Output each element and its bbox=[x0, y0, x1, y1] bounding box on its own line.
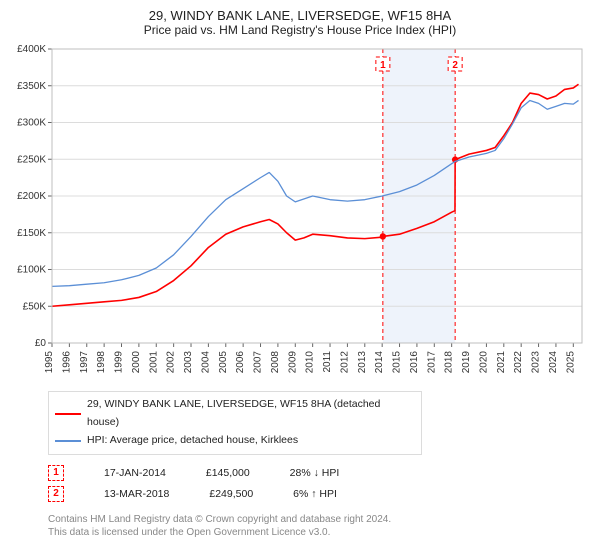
svg-text:2009: 2009 bbox=[287, 351, 298, 374]
svg-text:2011: 2011 bbox=[322, 351, 333, 373]
sale-marker-icon: 1 bbox=[48, 465, 64, 481]
svg-text:2025: 2025 bbox=[565, 351, 576, 374]
svg-text:£350K: £350K bbox=[17, 81, 46, 92]
license-text: Contains HM Land Registry data © Crown c… bbox=[48, 513, 592, 539]
svg-text:1: 1 bbox=[380, 60, 386, 71]
svg-text:2016: 2016 bbox=[409, 351, 420, 374]
sale-date: 13-MAR-2018 bbox=[104, 484, 169, 505]
legend-label: 29, WINDY BANK LANE, LIVERSEDGE, WF15 8H… bbox=[87, 396, 415, 432]
svg-text:2013: 2013 bbox=[357, 351, 368, 374]
svg-text:2007: 2007 bbox=[253, 351, 264, 374]
svg-text:2003: 2003 bbox=[183, 351, 194, 374]
legend-item: HPI: Average price, detached house, Kirk… bbox=[55, 432, 415, 450]
price-chart: £0 £50K £100K £150K £200K £250K £300K £350K £400… bbox=[8, 43, 588, 383]
svg-text:£100K: £100K bbox=[17, 265, 46, 276]
legend-item: 29, WINDY BANK LANE, LIVERSEDGE, WF15 8H… bbox=[55, 396, 415, 432]
svg-text:2008: 2008 bbox=[270, 351, 281, 374]
page-title: 29, WINDY BANK LANE, LIVERSEDGE, WF15 8H… bbox=[8, 8, 592, 23]
svg-text:2020: 2020 bbox=[478, 351, 489, 374]
sale-marker-icon: 2 bbox=[48, 486, 64, 502]
svg-text:1996: 1996 bbox=[61, 351, 72, 374]
svg-text:2017: 2017 bbox=[426, 351, 437, 374]
license-line: This data is licensed under the Open Gov… bbox=[48, 526, 592, 539]
legend-swatch bbox=[55, 440, 81, 442]
svg-text:2021: 2021 bbox=[496, 351, 507, 374]
svg-text:2014: 2014 bbox=[374, 351, 385, 374]
svg-text:2004: 2004 bbox=[200, 351, 211, 374]
svg-text:2019: 2019 bbox=[461, 351, 472, 374]
svg-text:£0: £0 bbox=[35, 338, 47, 349]
svg-text:£250K: £250K bbox=[17, 154, 46, 165]
svg-text:£400K: £400K bbox=[17, 44, 46, 55]
svg-text:2015: 2015 bbox=[392, 351, 403, 374]
svg-text:2024: 2024 bbox=[548, 351, 559, 374]
page-subtitle: Price paid vs. HM Land Registry's House … bbox=[8, 23, 592, 37]
sale-delta: 6% ↑ HPI bbox=[293, 484, 337, 505]
svg-text:1999: 1999 bbox=[114, 351, 125, 374]
sale-date: 17-JAN-2014 bbox=[104, 463, 166, 484]
svg-text:£300K: £300K bbox=[17, 118, 46, 129]
legend-swatch bbox=[55, 413, 81, 415]
svg-text:£50K: £50K bbox=[23, 301, 47, 312]
svg-text:1997: 1997 bbox=[79, 351, 90, 374]
svg-text:2022: 2022 bbox=[513, 351, 524, 374]
svg-text:2018: 2018 bbox=[444, 351, 455, 374]
legend-label: HPI: Average price, detached house, Kirk… bbox=[87, 432, 298, 450]
svg-text:2012: 2012 bbox=[339, 351, 350, 374]
svg-text:1998: 1998 bbox=[96, 351, 107, 374]
svg-text:2: 2 bbox=[452, 60, 458, 71]
license-line: Contains HM Land Registry data © Crown c… bbox=[48, 513, 592, 526]
svg-text:2002: 2002 bbox=[166, 351, 177, 374]
svg-text:£150K: £150K bbox=[17, 228, 46, 239]
svg-text:2006: 2006 bbox=[235, 351, 246, 374]
chart-legend: 29, WINDY BANK LANE, LIVERSEDGE, WF15 8H… bbox=[48, 391, 422, 455]
sales-row: 2 13-MAR-2018 £249,500 6% ↑ HPI bbox=[48, 484, 592, 505]
svg-text:2001: 2001 bbox=[148, 351, 159, 374]
sale-price: £249,500 bbox=[209, 484, 253, 505]
sales-table: 1 17-JAN-2014 £145,000 28% ↓ HPI 2 13-MA… bbox=[48, 463, 592, 505]
svg-text:2010: 2010 bbox=[305, 351, 316, 374]
sale-delta: 28% ↓ HPI bbox=[290, 463, 340, 484]
svg-text:1995: 1995 bbox=[44, 351, 55, 374]
svg-text:£200K: £200K bbox=[17, 191, 46, 202]
svg-text:2005: 2005 bbox=[218, 351, 229, 374]
sale-price: £145,000 bbox=[206, 463, 250, 484]
chart-container: £0 £50K £100K £150K £200K £250K £300K £350K £400… bbox=[8, 43, 592, 383]
svg-text:2023: 2023 bbox=[531, 351, 542, 374]
sales-row: 1 17-JAN-2014 £145,000 28% ↓ HPI bbox=[48, 463, 592, 484]
svg-text:2000: 2000 bbox=[131, 351, 142, 374]
